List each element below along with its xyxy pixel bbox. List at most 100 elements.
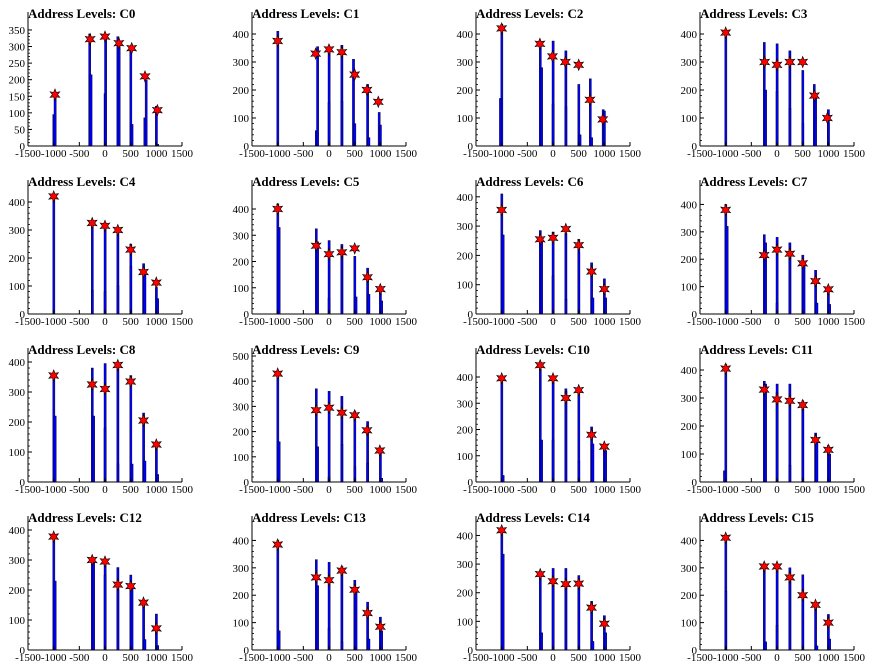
peak-marker xyxy=(99,30,111,44)
histogram-bar xyxy=(117,46,121,147)
histogram-bar xyxy=(828,304,832,315)
histogram-bar xyxy=(116,589,120,651)
y-tick-label: 300 xyxy=(681,393,698,405)
y-tick-label: 300 xyxy=(457,398,474,410)
x-tick-label: -500 xyxy=(517,484,538,496)
x-tick-label: 1500 xyxy=(395,484,418,496)
histogram-bar xyxy=(590,137,593,147)
chart-title: Address Levels: C14 xyxy=(476,510,590,525)
histogram-bar xyxy=(130,586,134,651)
x-tick-label: 1000 xyxy=(369,652,392,664)
histogram-bar xyxy=(801,593,805,651)
peak-marker xyxy=(573,58,585,72)
peak-marker xyxy=(809,274,822,288)
x-tick-label: -1500 xyxy=(239,148,265,160)
x-tick-label: -1500 xyxy=(239,484,265,496)
x-tick-label: -500 xyxy=(293,484,314,496)
x-tick-label: -500 xyxy=(741,484,762,496)
histogram-bar xyxy=(89,74,93,147)
histogram-bar xyxy=(501,553,505,651)
y-tick-label: 300 xyxy=(9,555,26,567)
chart-plot: 0 100 200 300 400 -1500 -1000 -500 0 500 1000 1500 xyxy=(457,516,642,664)
peak-marker xyxy=(310,47,322,61)
histogram-bar xyxy=(53,96,57,147)
x-tick-label: 1000 xyxy=(817,652,840,664)
peak-marker xyxy=(560,577,572,591)
chart-panel-10: Address Levels: C10 0 100 200 300 400 -1500 -10… xyxy=(448,336,672,504)
x-tick-label: 0 xyxy=(774,652,780,664)
y-tick-label: 0 xyxy=(692,309,698,321)
peak-marker xyxy=(759,55,771,69)
peak-marker xyxy=(112,223,124,237)
peak-marker xyxy=(310,239,322,253)
histogram-bar xyxy=(564,299,568,315)
chart-panel-0: Address Levels: C0 0 50 100 150 200 250 300 350 -… xyxy=(0,0,224,168)
peak-marker xyxy=(822,616,834,630)
histogram-bar xyxy=(129,266,133,315)
peak-marker xyxy=(150,621,162,635)
x-tick-label: 1000 xyxy=(145,652,168,664)
x-tick-label: -1000 xyxy=(265,148,291,160)
x-tick-label: 500 xyxy=(794,316,811,328)
histogram-bar xyxy=(540,237,543,315)
y-tick-label: 100 xyxy=(233,283,250,295)
peak-marker xyxy=(272,538,284,551)
x-tick-label: -500 xyxy=(741,652,762,664)
x-tick-label: -500 xyxy=(741,148,762,160)
histogram-bar xyxy=(551,581,555,651)
chart-panel-2: Address Levels: C2 0 100 200 300 400 -1500 -100… xyxy=(448,0,672,168)
x-tick-label: 0 xyxy=(774,484,780,496)
peak-marker xyxy=(585,601,598,615)
histogram-bar xyxy=(724,364,728,483)
histogram-bar xyxy=(380,477,384,483)
y-tick-label: 400 xyxy=(457,192,474,204)
y-tick-label: 0 xyxy=(244,477,250,489)
peak-marker xyxy=(150,438,162,451)
x-tick-label: -1000 xyxy=(41,316,67,328)
y-tick-label: 100 xyxy=(681,282,698,294)
y-tick-label: 200 xyxy=(457,588,474,600)
x-tick-label: 1500 xyxy=(843,316,866,328)
chart-panel-4: Address Levels: C4 0 100 200 300 400 -1500 -100… xyxy=(0,168,224,336)
y-tick-label: 200 xyxy=(457,85,474,97)
histogram-bar xyxy=(788,252,792,315)
peak-marker xyxy=(48,369,60,382)
histogram-bar xyxy=(815,439,819,483)
x-tick-label: 0 xyxy=(550,316,556,328)
x-tick-label: 1500 xyxy=(619,652,642,664)
peak-marker xyxy=(361,423,373,437)
x-tick-label: 0 xyxy=(326,652,332,664)
histogram-bar xyxy=(104,35,107,147)
peak-marker xyxy=(139,69,151,83)
y-tick-label: 150 xyxy=(9,91,26,103)
x-tick-label: 1500 xyxy=(395,148,418,160)
peak-markers xyxy=(720,531,834,630)
histogram-bar xyxy=(143,639,147,651)
y-tick-label: 300 xyxy=(457,559,474,571)
peak-marker xyxy=(49,88,61,102)
x-tick-label: 500 xyxy=(122,148,139,160)
peak-marker xyxy=(336,406,348,420)
x-tick-label: -1500 xyxy=(463,148,489,160)
peak-marker xyxy=(336,245,348,259)
chart-title: Address Levels: C10 xyxy=(476,342,590,357)
chart-plot: 0 100 200 300 400 -1500 -1000 -500 0 500 1000 1500 xyxy=(9,180,194,328)
y-tick-label: 0 xyxy=(20,477,26,489)
y-tick-label: 100 xyxy=(233,618,250,630)
histogram-bar xyxy=(103,574,107,651)
peak-marker xyxy=(771,243,783,257)
histogram-bar xyxy=(156,474,160,483)
chart-plot: 0 100 200 300 400 -1500 -1000 -500 0 500 1000 1500 xyxy=(681,348,866,496)
chart-title: Address Levels: C4 xyxy=(28,174,136,189)
histogram-bar xyxy=(277,441,281,483)
y-tick-label: 100 xyxy=(233,452,250,464)
histogram-bar xyxy=(604,450,608,483)
histogram-bar xyxy=(815,645,819,651)
peak-marker xyxy=(821,111,833,125)
peak-marker xyxy=(720,203,732,217)
x-tick-label: 1500 xyxy=(171,652,194,664)
histogram-bar xyxy=(92,561,95,651)
x-tick-label: -1500 xyxy=(687,484,713,496)
peak-markers xyxy=(720,362,834,457)
peak-marker xyxy=(585,428,598,442)
